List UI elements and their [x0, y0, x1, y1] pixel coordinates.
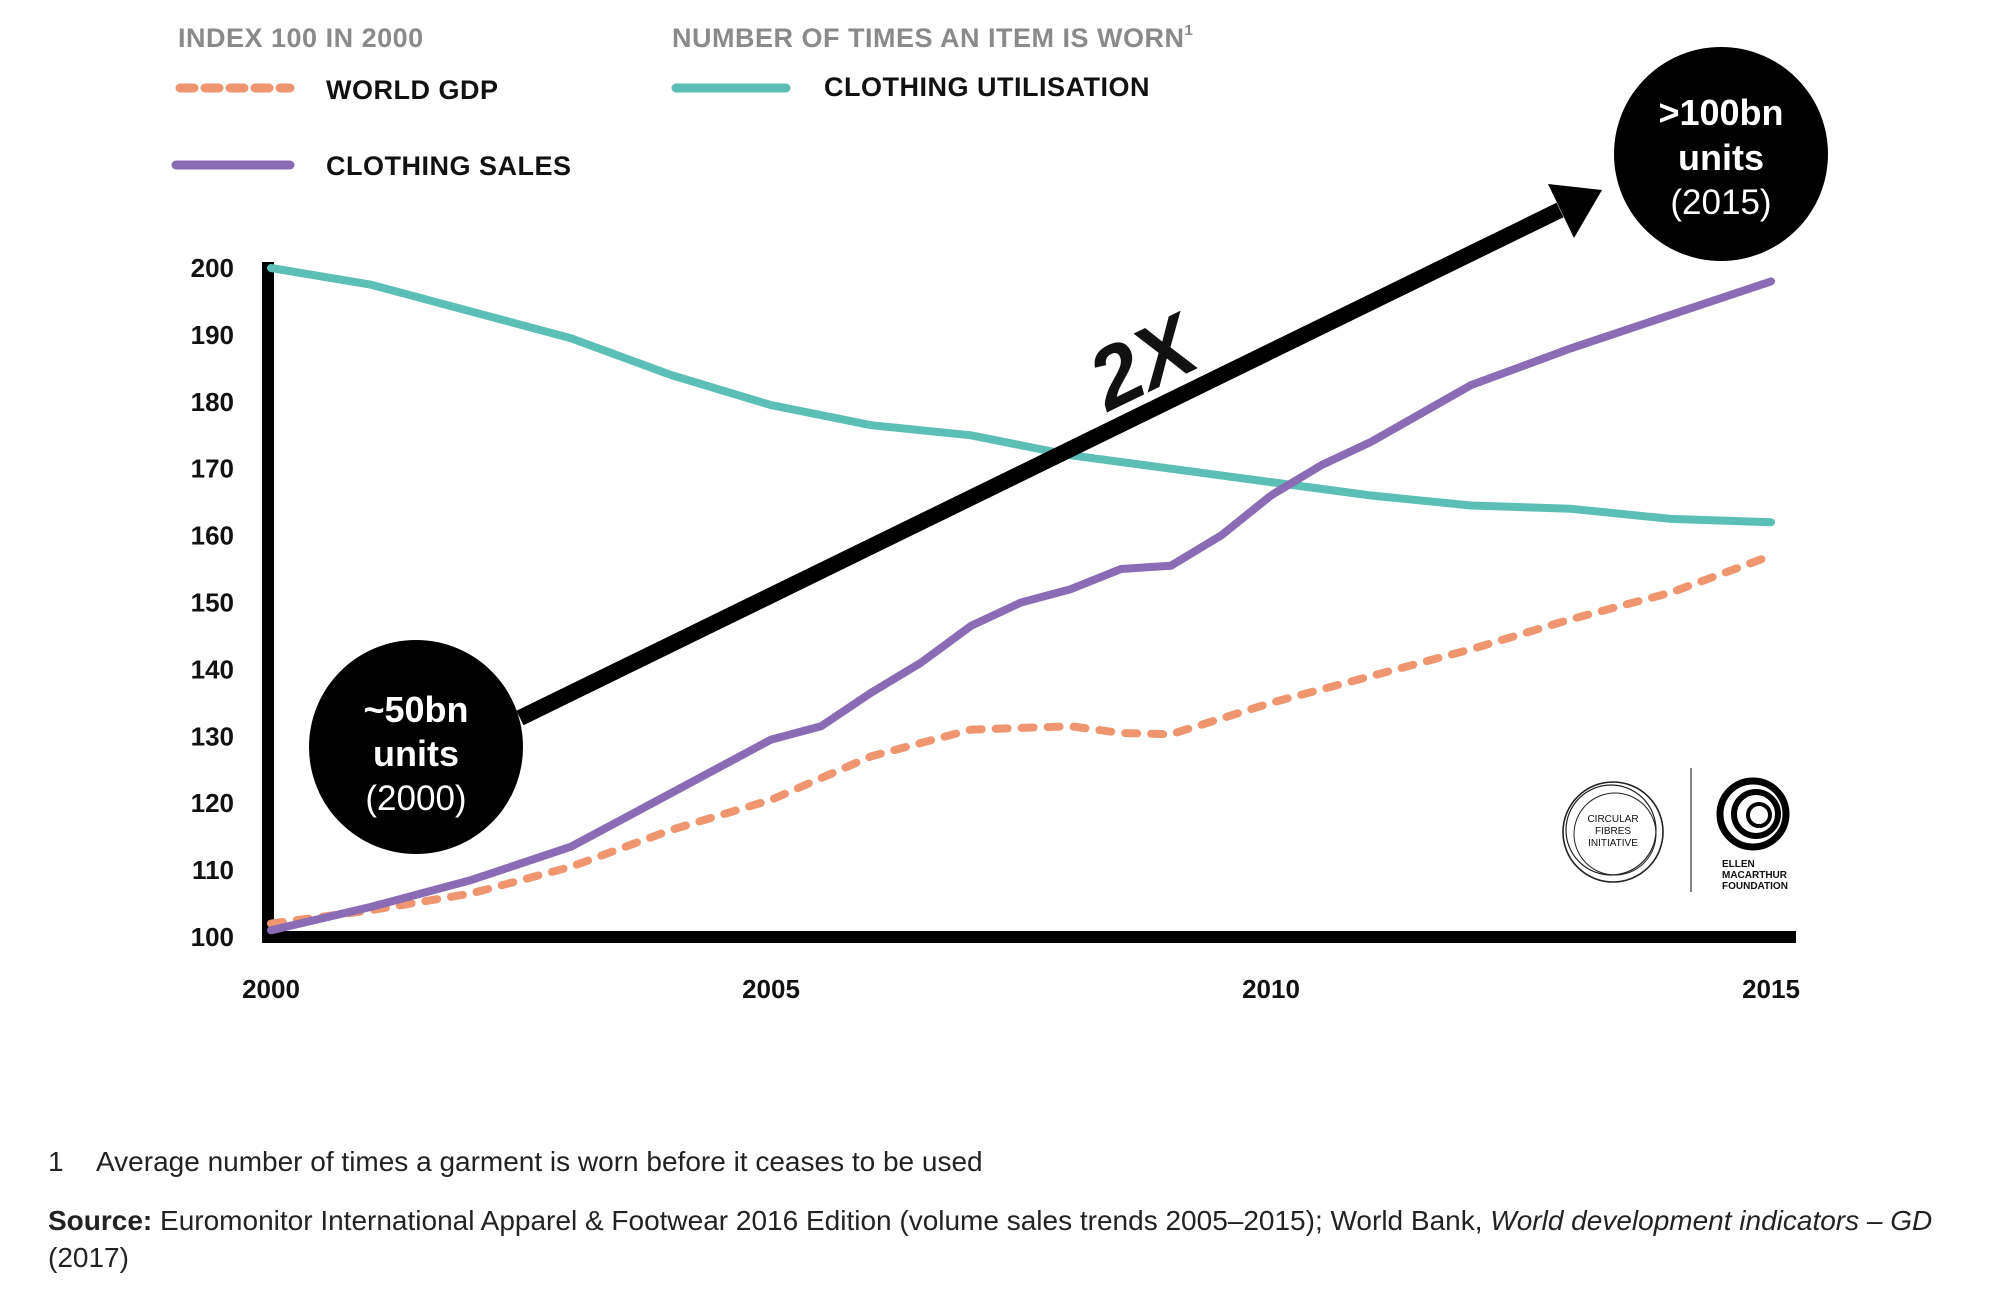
cfi-text-3: INITIATIVE [1588, 838, 1638, 849]
cfi-text-1: CIRCULAR [1587, 814, 1638, 825]
start-bubble-line1: ~50bn [363, 689, 468, 730]
axes [262, 262, 1796, 943]
legend: INDEX 100 IN 2000 WORLD GDP CLOTHING SAL… [171, 22, 1193, 181]
legend-heading-worn-text: NUMBER OF TIMES AN ITEM IS WORN [672, 23, 1184, 53]
x-tick-label: 2015 [1742, 974, 1800, 1004]
y-tick-label: 170 [191, 454, 234, 484]
y-tick-label: 120 [191, 788, 234, 818]
emf-text-3: FOUNDATION [1722, 881, 1788, 892]
end-bubble-line1: >100bn [1658, 92, 1783, 133]
y-tick-label: 180 [191, 387, 234, 417]
cfi-ring-core [1573, 792, 1657, 876]
start-bubble: ~50bn units (2000) [309, 640, 523, 854]
y-tick-label: 190 [191, 320, 234, 350]
legend-label-clothing-sales: CLOTHING SALES [326, 151, 572, 181]
emf-ring-3 [1746, 802, 1772, 828]
x-tick-labels: 2000 2005 2010 2015 [242, 974, 1800, 1004]
source-text: Euromonitor International Apparel & Foot… [160, 1205, 1483, 1236]
footnote-number: 1 [48, 1146, 64, 1177]
y-tick-label: 160 [191, 521, 234, 551]
source-label: Source: [48, 1205, 153, 1236]
emf-text-1: ELLEN [1722, 859, 1755, 870]
legend-heading-worn-superscript: 1 [1184, 22, 1193, 39]
multiplier-label: 2X [1073, 294, 1216, 429]
emf-logo: ELLEN MACARTHUR FOUNDATION [1716, 777, 1790, 892]
growth-arrow [516, 184, 1602, 726]
x-tick-label: 2000 [242, 974, 300, 1004]
legend-label-utilisation: CLOTHING UTILISATION [824, 72, 1150, 102]
growth-arrow-head [1548, 184, 1602, 238]
y-tick-label: 200 [191, 253, 234, 283]
start-bubble-line2: units [373, 733, 459, 774]
series-line-clothing-utilisation [267, 264, 1775, 527]
source-tail: (2017) [48, 1242, 129, 1273]
x-tick-label: 2010 [1242, 974, 1300, 1004]
footnote-text: Average number of times a garment is wor… [96, 1146, 983, 1177]
legend-heading-index: INDEX 100 IN 2000 [178, 23, 424, 53]
end-bubble-line2: units [1678, 137, 1764, 178]
legend-label-gdp: WORLD GDP [326, 75, 499, 105]
series-layer [267, 264, 1775, 935]
y-tick-label: 140 [191, 654, 234, 684]
y-tick-label: 100 [191, 922, 234, 952]
y-tick-label: 130 [191, 721, 234, 751]
series-line-clothing-sales [267, 277, 1775, 935]
start-bubble-line3: (2000) [365, 779, 466, 818]
legend-heading-worn: NUMBER OF TIMES AN ITEM IS WORN1 [672, 22, 1193, 53]
end-bubble-circle [1614, 47, 1828, 261]
footnote: 1 Average number of times a garment is wo… [48, 1143, 983, 1180]
cfi-ring-outer [1562, 781, 1664, 883]
source-note: Source: Euromonitor International Appare… [48, 1202, 1988, 1276]
circular-fibres-logo: CIRCULAR FIBRES INITIATIVE [1562, 781, 1664, 883]
end-bubble: >100bn units (2015) [1614, 47, 1828, 261]
y-tick-label: 150 [191, 588, 234, 618]
y-tick-label: 110 [192, 855, 234, 885]
emf-text-2: MACARTHUR [1722, 870, 1788, 881]
emf-ring-2 [1731, 789, 1781, 839]
cfi-text-2: FIBRES [1595, 826, 1631, 837]
series-line-world-gdp [267, 551, 1775, 928]
source-italic: World development indicators – GD [1490, 1205, 1933, 1236]
growth-arrow-shaft [516, 202, 1564, 726]
end-bubble-line3: (2015) [1670, 183, 1771, 222]
y-tick-labels: 100 110 120 130 140 150 160 170 180 190 200 [191, 253, 234, 952]
start-bubble-circle [309, 640, 523, 854]
emf-ring-1 [1716, 777, 1790, 851]
x-tick-label: 2005 [742, 974, 800, 1004]
